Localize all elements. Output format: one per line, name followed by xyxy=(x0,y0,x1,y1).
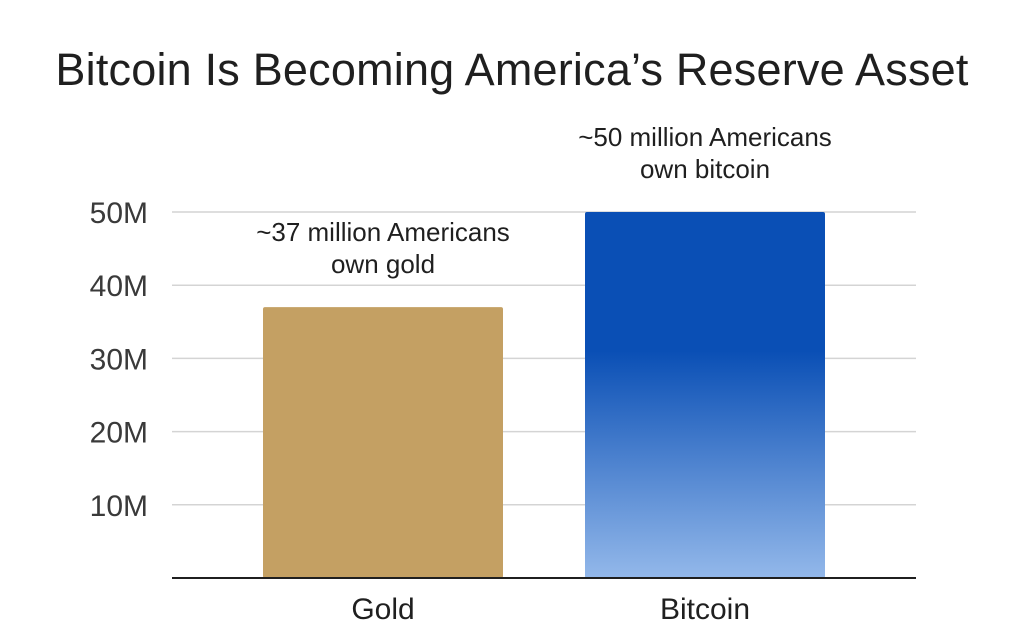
bar-annotation: ~37 million Americans xyxy=(256,217,510,247)
bar-bitcoin xyxy=(585,212,825,578)
bar-annotation: own bitcoin xyxy=(640,154,770,184)
x-category-label: Gold xyxy=(351,593,414,626)
bar-annotation: own gold xyxy=(331,249,435,279)
bar-gold xyxy=(263,307,503,578)
x-category-label: Bitcoin xyxy=(660,593,750,626)
bar-annotation: ~50 million Americans xyxy=(578,122,832,152)
y-axis-ticks: 10M 20M 30M 40M 50M xyxy=(90,197,148,523)
chart-title: Bitcoin Is Becoming America’s Reserve As… xyxy=(55,44,969,95)
y-tick-label: 50M xyxy=(90,197,148,230)
y-tick-label: 20M xyxy=(90,417,148,450)
y-tick-label: 40M xyxy=(90,270,148,303)
bars xyxy=(263,212,825,578)
x-axis-labels: Gold Bitcoin xyxy=(351,593,750,626)
y-tick-label: 10M xyxy=(90,490,148,523)
y-tick-label: 30M xyxy=(90,343,148,376)
